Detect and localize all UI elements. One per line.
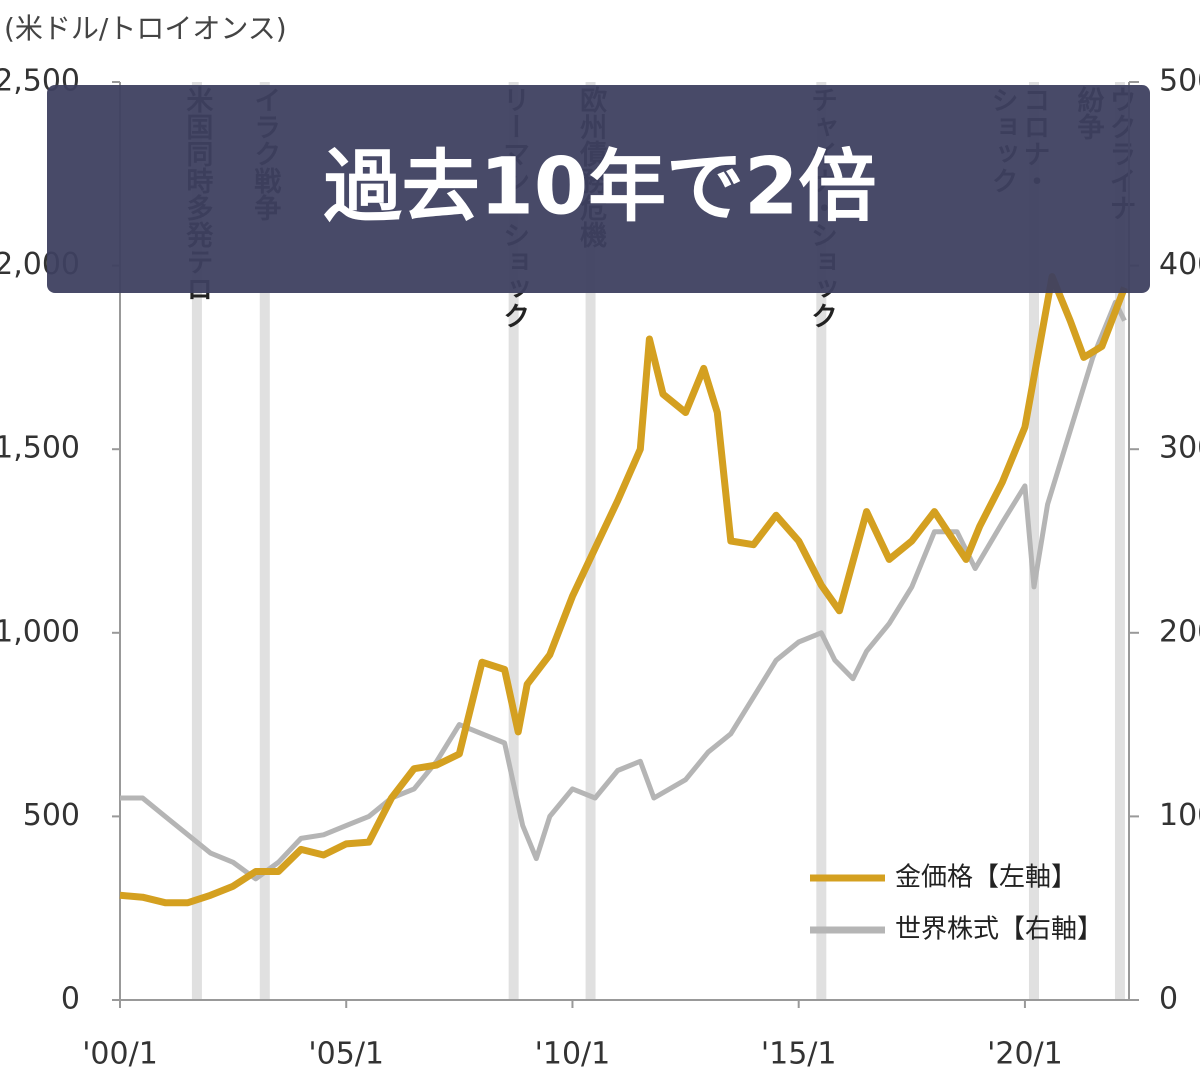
event-band [816,82,827,1000]
event-band [1114,82,1125,1000]
event-band [191,82,202,1000]
y-tick-label: 500 [23,798,80,833]
y2-tick-label: 400 [1159,247,1200,282]
y2-tick-label: 100 [1159,798,1200,833]
y2-tick-label: 200 [1159,614,1200,649]
legend-label: 世界株式【右軸】 [895,915,1103,945]
x-tick-label: '00/1 [82,1037,158,1072]
x-tick-label: '20/1 [987,1037,1063,1072]
y-tick-label: 1,000 [0,614,80,649]
event-band [1028,82,1039,1000]
y2-tick-label: 0 [1159,982,1178,1017]
legend-label: 金価格【左軸】 [895,863,1077,893]
y2-tick-label: 500 [1159,64,1200,99]
event-band [508,82,519,1000]
series-line [120,299,1127,882]
series-line [119,273,1128,907]
event-band [585,82,596,1000]
x-tick-label: '10/1 [535,1037,611,1072]
banner-box [47,85,1150,293]
unit-label: (米ドル/トロイオンス) [4,12,287,45]
y-tick-label: 1,500 [0,431,80,466]
x-tick-label: '05/1 [308,1037,384,1072]
banner: 過去10年で2倍 [324,142,877,232]
y-tick-label: 0 [61,982,80,1017]
y2-tick-label: 300 [1159,431,1200,466]
x-tick-label: '15/1 [761,1037,837,1072]
event-band [259,82,270,1000]
plot: 05001,0001,5002,0002,5000100200300400500… [0,64,1200,1072]
